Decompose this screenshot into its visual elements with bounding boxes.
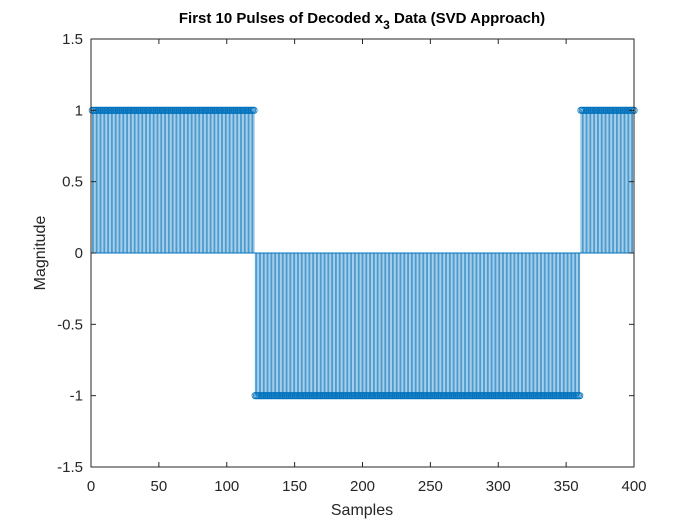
stem-series (88, 106, 638, 400)
stem-marker (576, 392, 584, 400)
chart-title-subscript: 3 (383, 18, 390, 32)
x-tick-label: 400 (621, 478, 646, 495)
x-tick-label: 250 (418, 478, 443, 495)
x-tick-label: 100 (214, 478, 239, 495)
stem-marker (250, 106, 258, 114)
x-tick-label: 0 (87, 478, 95, 495)
y-tick-label: 0.5 (62, 174, 83, 191)
y-tick-label: 0 (75, 245, 83, 262)
y-axis-ticks: -1.5 -1 -0.5 0 0.5 1 1.5 (57, 31, 634, 476)
x-axis-label: Samples (331, 502, 393, 519)
x-tick-label: 50 (151, 478, 168, 495)
x-tick-label: 350 (554, 478, 579, 495)
y-tick-label: 1 (75, 102, 83, 119)
chart-title-main: First 10 Pulses of Decoded x (179, 10, 384, 27)
x-axis-ticks: 0 50 100 150 200 250 300 350 400 (87, 39, 647, 495)
y-tick-label: -1 (70, 388, 83, 405)
chart-title-suffix: Data (SVD Approach) (390, 10, 545, 27)
y-tick-label: -1.5 (57, 459, 83, 476)
y-tick-label: 1.5 (62, 31, 83, 48)
y-tick-label: -0.5 (57, 316, 83, 333)
y-axis-label: Magnitude (32, 216, 49, 291)
x-tick-label: 300 (486, 478, 511, 495)
x-tick-label: 150 (282, 478, 307, 495)
chart-title: First 10 Pulses of Decoded x3 Data (SVD … (179, 10, 545, 32)
x-tick-label: 200 (350, 478, 375, 495)
